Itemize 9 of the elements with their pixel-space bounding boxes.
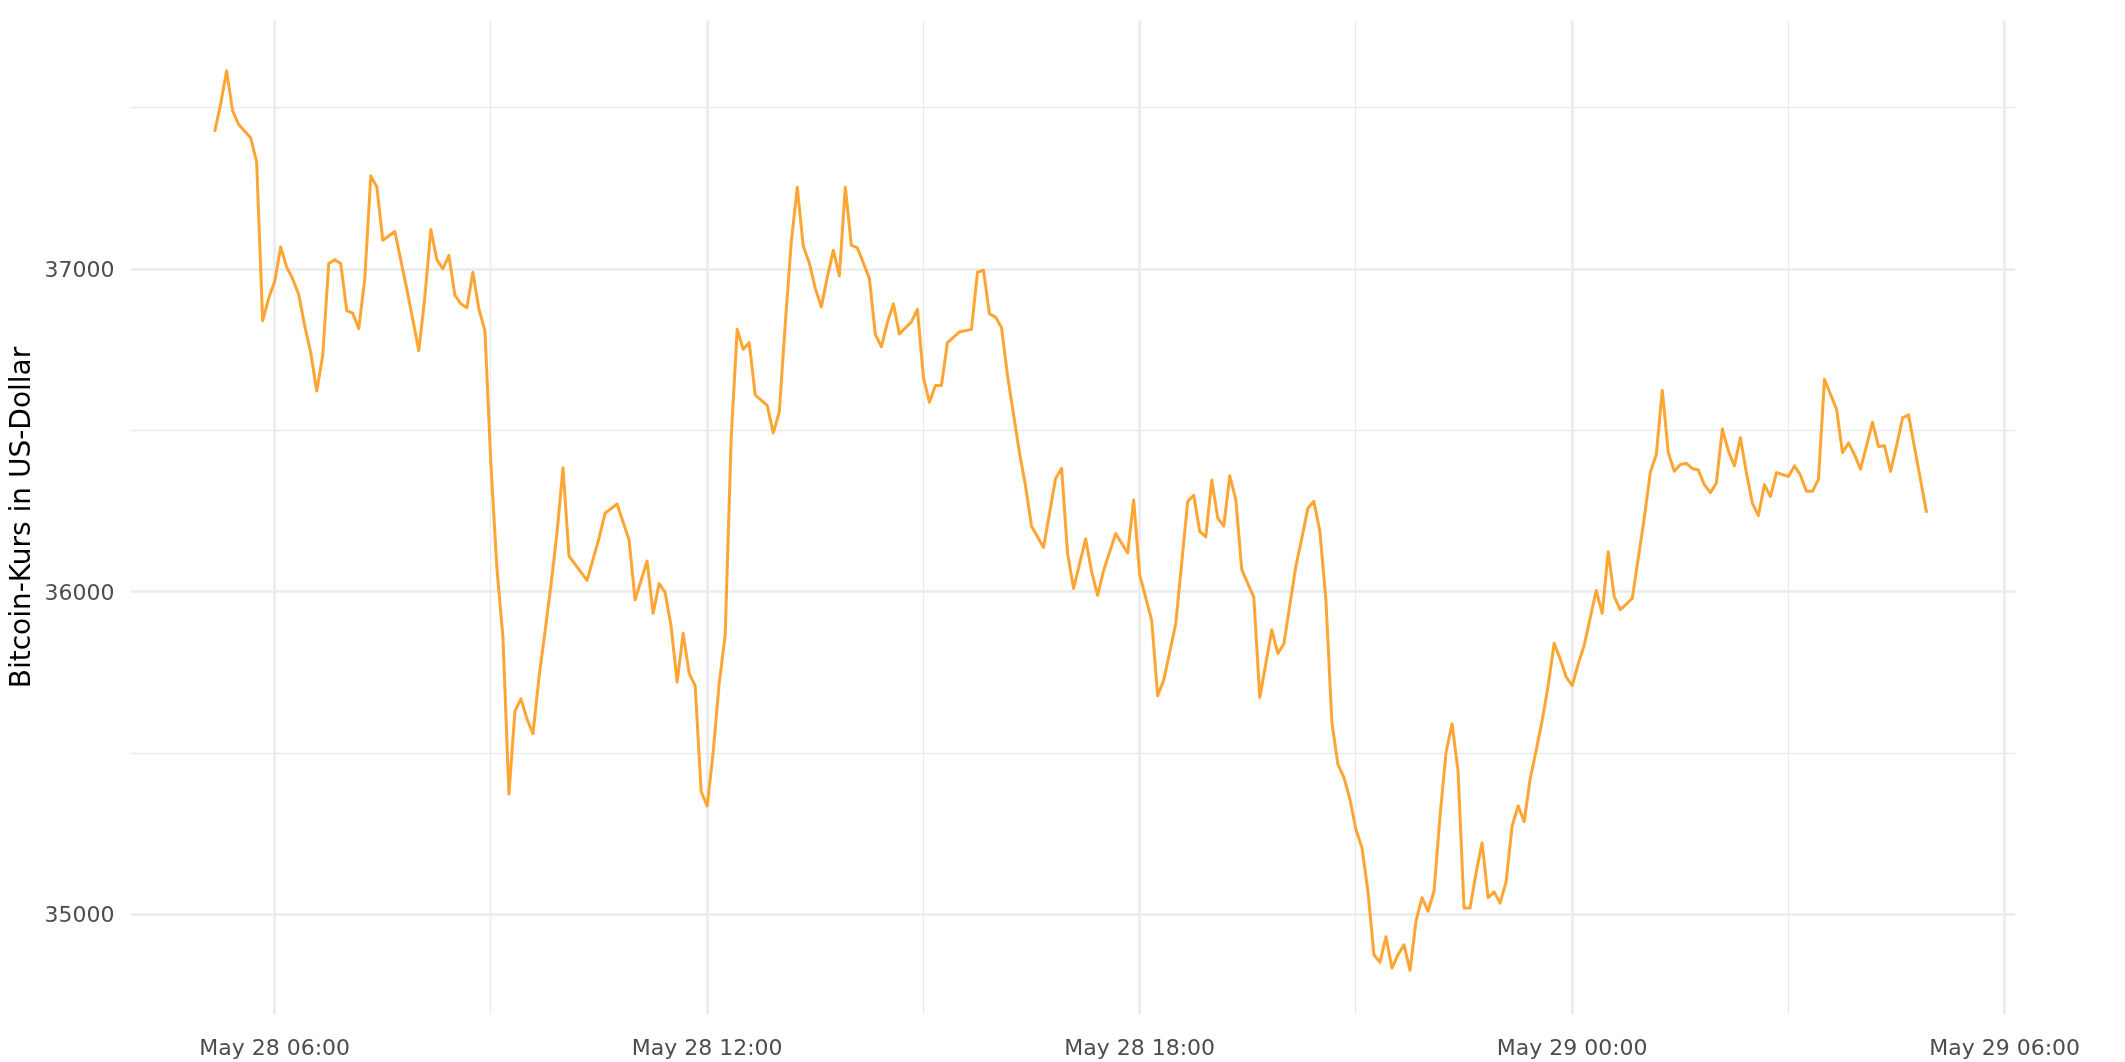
y-tick-label: 36000 — [44, 579, 115, 605]
x-tick-label: May 29 00:00 — [1496, 1034, 1648, 1060]
x-tick-label: May 28 18:00 — [1064, 1034, 1216, 1060]
x-tick-label: May 28 12:00 — [631, 1034, 783, 1060]
y-tick-label: 35000 — [44, 902, 115, 928]
y-axis-title: Bitcoin-Kurs in US-Dollar — [3, 346, 37, 689]
y-tick-label: 37000 — [44, 257, 115, 282]
x-tick-label: May 29 06:00 — [1929, 1034, 2081, 1060]
x-tick-label: May 28 06:00 — [199, 1034, 351, 1060]
